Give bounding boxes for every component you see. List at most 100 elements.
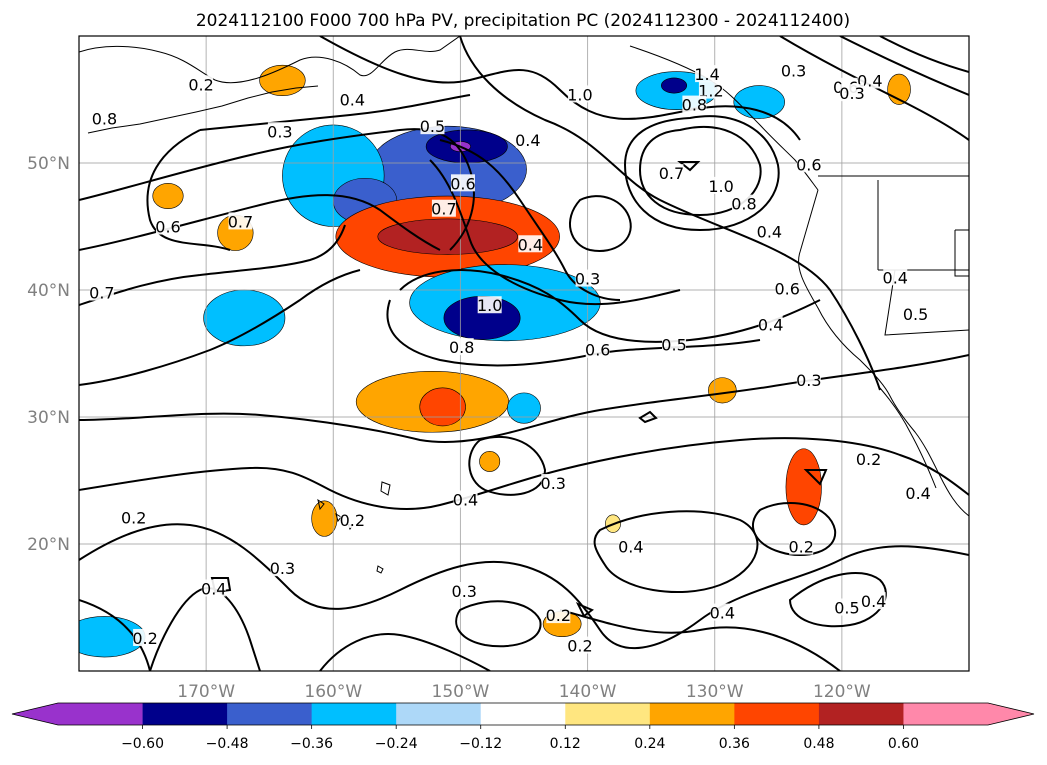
colorbar-tick-label: −0.36 [290,736,333,752]
pv-contour [210,410,828,618]
pv-contour [751,502,837,556]
pv-contour [455,600,542,648]
aleutian-chain [87,85,319,134]
contour-label: 0.3 [452,582,477,601]
contour-label: 0.3 [796,371,821,390]
colorbar-cell [311,703,397,725]
contour-label-bg [585,340,610,358]
contour-label-bg [731,194,756,212]
contour-label: 0.8 [731,195,756,214]
contour-label: 0.3 [575,270,600,289]
lat-tick-label: 30°N [27,408,70,428]
contour-label-bg [340,510,365,528]
contour-label: 0.6 [774,280,799,299]
contour-label: 0.4 [340,91,365,110]
contour-label: 1.4 [694,65,719,84]
colorbar-tick-label: 0.24 [634,736,665,752]
pv-contour [593,510,759,594]
contour-label-bg [834,598,859,616]
contour-label-bg [757,222,782,240]
colorbar-cell [480,703,566,725]
state-borders [877,180,969,336]
contour-label-bg [477,296,502,314]
contour-label: 0.3 [839,84,864,103]
contour-label-bg [906,484,931,502]
baja-peninsula [879,387,937,489]
contour-label-bg [450,174,475,192]
colorbar-cell [818,703,904,725]
colorbar-tick-label: −0.60 [121,736,164,752]
contour-label-bg [861,592,886,610]
contour-label-bg [515,131,540,149]
contour-label: 0.7 [431,200,456,219]
lon-tick-label: 130°W [686,682,744,702]
pv-contour [638,125,762,217]
contour-label-bg [541,474,566,492]
contour-label: 0.4 [758,315,783,334]
colorbar-tick-labels: −0.60 −0.48 −0.36 −0.24 −0.12 0.12 0.24 0.36 0.4… [121,725,919,752]
contour-label-bg [270,559,295,577]
contour-labels: 0.50.40.30.20.80.70.60.70.60.70.40.30.41… [89,61,931,656]
contour-label-bg [453,490,478,508]
pv-contour [559,609,841,671]
pv-contour [319,36,801,141]
lat-tick-label: 20°N [27,535,70,555]
contour-label: 0.6 [155,218,180,237]
colorbar-cell [565,703,651,725]
contour-label-bg [431,199,456,217]
precip-patch-17 [785,448,822,526]
colorbar-tick-label: 0.60 [888,736,919,752]
precip-patch-13 [259,64,306,96]
contour-label-bg [575,269,600,287]
contour-label-bg [189,75,214,93]
map-frame [78,35,970,672]
contour-label-bg [840,84,865,102]
contour-label-bg [228,212,253,230]
lon-tick-label: 140°W [559,682,617,702]
pv-contour [79,269,361,386]
contour-label: 0.2 [856,450,881,469]
contour-label: 0.4 [905,484,930,503]
contour-label: 0.4 [201,579,226,598]
contour-label: 0.6 [450,174,475,193]
precip-patch-18 [708,377,737,404]
contour-label-bg [518,235,543,253]
contour-label: 0.8 [449,338,474,357]
contour-label: 0.3 [541,474,566,493]
contour-label: 0.4 [515,131,540,150]
contour-label: 0.8 [682,96,707,115]
contour-label: 0.5 [420,117,445,136]
colorbar-cell [12,703,143,725]
contour-label-bg [781,61,806,79]
contour-label-bg [710,603,735,621]
precip-patch-25 [479,450,501,472]
contour-label: 0.6 [796,155,821,174]
contour-label: 0.2 [188,75,213,94]
pv-contour [149,587,261,671]
pv-contour [399,269,821,343]
lon-tick-label: 160°W [304,682,362,702]
contour-label-bg [775,279,800,297]
contour-label: 1.0 [708,177,733,196]
contour-label-bg [340,90,365,108]
colorbar-outline [11,702,1035,726]
precip-patch-14 [152,183,184,210]
contour-label-bg [662,335,687,353]
colorbar-tick-label: −0.12 [459,736,502,752]
precip-patch-22 [661,77,688,94]
pv-contour [79,224,346,306]
latitude-tick-labels: 50°N 40°N 30°N 20°N [27,154,70,555]
contour-label: 0.5 [661,336,686,355]
precip-patch-23 [733,85,785,119]
contour-label-bg [883,268,908,286]
contour-label-bg [682,95,707,113]
colorbar-cell [903,703,1034,725]
pv-contour [79,523,969,650]
contour-label-bg [92,109,117,127]
contour-label-bg [709,176,734,194]
contour-label-bg [698,81,723,99]
colorbar: −0.60 −0.48 −0.36 −0.24 −0.12 0.12 0.24 0.36 0.4… [11,702,1035,752]
colorbar-cell [734,703,820,725]
contour-label-bg [452,581,477,599]
